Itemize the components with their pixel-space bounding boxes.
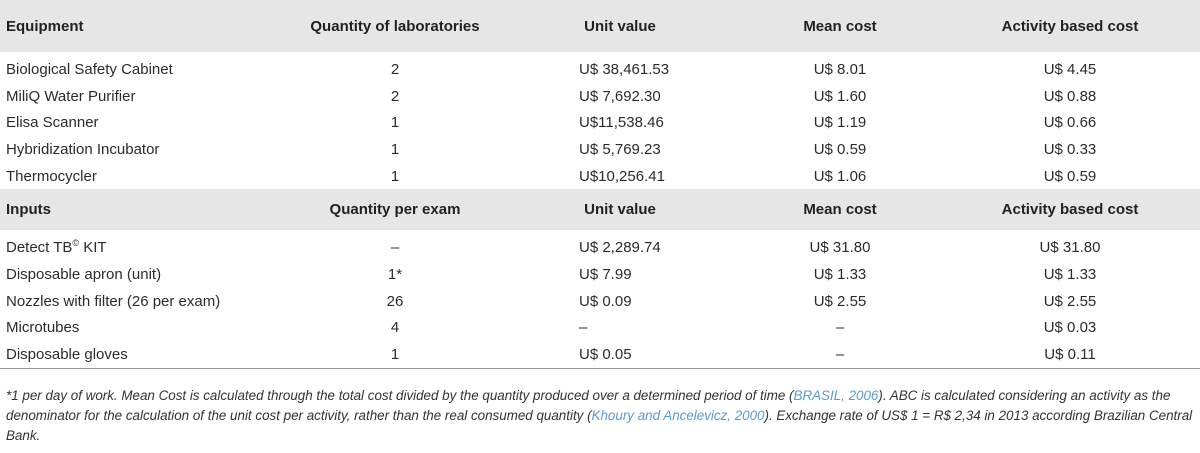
header-quantity-per-exam: Quantity per exam [329, 201, 461, 219]
cell-abc: U$ 0.11 [940, 341, 1200, 370]
cell-name: Nozzles with filter (26 per exam) [0, 287, 290, 315]
cell-mean: – [740, 341, 940, 370]
table-row: Thermocycler 1 U$10,256.41 U$ 1.06 U$ 0.… [0, 162, 1200, 190]
table-row: Hybridization Incubator 1 U$ 5,769.23 U$… [0, 136, 1200, 163]
cell-name: Disposable apron (unit) [0, 261, 290, 288]
cell-abc: U$ 2.55 [940, 287, 1200, 315]
cell-abc: U$ 4.45 [940, 52, 1200, 83]
table-row: MiliQ Water Purifier 2 U$ 7,692.30 U$ 1.… [0, 82, 1200, 110]
cell-unit: U$ 0.09 [500, 287, 740, 315]
cell-unit: – [500, 314, 740, 342]
cell-mean: U$ 2.55 [740, 287, 940, 315]
copyright-mark: © [72, 238, 80, 249]
table-row: Detect TB© KIT – U$ 2,289.74 U$ 31.80 U$… [0, 230, 1200, 262]
cell-name-text: Detect TB [6, 239, 73, 257]
cell-qty: 1 [290, 109, 500, 137]
footnote-text-3: ). Exchange rate of US$ 1 = R$ 2,34 in 2… [6, 408, 1193, 443]
cell-name: Detect TB© KIT [0, 230, 290, 262]
cell-name: Thermocycler [0, 162, 290, 190]
cell-name: MiliQ Water Purifier [0, 82, 290, 110]
citation-link-khoury-2000[interactable]: Khoury and Ancelevicz, 2000 [591, 408, 765, 423]
cell-abc: U$ 31.80 [940, 230, 1200, 262]
cell-qty: 1* [290, 261, 500, 288]
cell-qty: 26 [290, 287, 500, 315]
table-row: Elisa Scanner 1 U$11,538.46 U$ 1.19 U$ 0… [0, 109, 1200, 137]
cell-mean: U$ 1.19 [740, 109, 940, 137]
cell-name-suffix: KIT [79, 239, 107, 257]
cell-abc: U$ 1.33 [940, 261, 1200, 288]
cell-name: Hybridization Incubator [0, 136, 290, 163]
header-mean-cost: Mean cost [803, 17, 877, 35]
cost-table: Equipment Quantity of laboratories Unit … [0, 0, 1200, 370]
footnote-text-1: *1 per day of work. Mean Cost is calcula… [6, 388, 794, 403]
table-row: Disposable gloves 1 U$ 0.05 – U$ 0.11 [0, 341, 1200, 370]
cell-unit: U$ 5,769.23 [500, 136, 740, 163]
cell-qty: 2 [290, 82, 500, 110]
cell-name: Microtubes [0, 314, 290, 342]
cell-qty: 4 [290, 314, 500, 342]
cell-unit: U$10,256.41 [500, 162, 740, 190]
header-activity-based-cost: Activity based cost [1001, 201, 1139, 219]
table-row: Microtubes 4 – – U$ 0.03 [0, 314, 1200, 342]
cell-abc: U$ 0.88 [940, 82, 1200, 110]
cell-qty: 1 [290, 341, 500, 370]
cell-qty: 1 [290, 162, 500, 190]
cell-name: Disposable gloves [0, 341, 290, 370]
cell-abc: U$ 0.66 [940, 109, 1200, 137]
cell-unit: U$ 38,461.53 [500, 52, 740, 83]
cell-abc: U$ 0.03 [940, 314, 1200, 342]
table-row: Disposable apron (unit) 1* U$ 7.99 U$ 1.… [0, 261, 1200, 288]
inputs-header-row: Inputs Quantity per exam Unit value Mean… [0, 189, 1200, 231]
equipment-header-row: Equipment Quantity of laboratories Unit … [0, 0, 1200, 52]
cell-abc: U$ 0.33 [940, 136, 1200, 163]
citation-link-brasil-2006[interactable]: BRASIL, 2006 [793, 388, 879, 403]
table-row: Biological Safety Cabinet 2 U$ 38,461.53… [0, 52, 1200, 83]
cell-mean: U$ 1.60 [740, 82, 940, 110]
cell-qty: 2 [290, 52, 500, 83]
header-unit-value: Unit value [584, 201, 656, 219]
cell-unit: U$ 0.05 [500, 341, 740, 370]
cell-unit: U$ 2,289.74 [500, 230, 740, 262]
header-activity-based-cost: Activity based cost [1001, 17, 1139, 35]
cell-qty: 1 [290, 136, 500, 163]
header-mean-cost: Mean cost [803, 201, 877, 219]
cell-unit: U$11,538.46 [500, 109, 740, 137]
table-footnote: *1 per day of work. Mean Cost is calcula… [6, 386, 1194, 446]
footnote-text-2: ). ABC is calculated considering an acti… [6, 388, 1171, 423]
cell-name: Biological Safety Cabinet [0, 52, 290, 83]
cell-mean: U$ 8.01 [740, 52, 940, 83]
cell-unit: U$ 7,692.30 [500, 82, 740, 110]
cell-unit: U$ 7.99 [500, 261, 740, 288]
header-inputs: Inputs [6, 201, 51, 219]
table-row: Nozzles with filter (26 per exam) 26 U$ … [0, 287, 1200, 315]
header-unit-value: Unit value [584, 17, 656, 35]
cell-name: Elisa Scanner [0, 109, 290, 137]
header-quantity-of-laboratories: Quantity of laboratories [310, 17, 480, 35]
cell-qty: – [290, 230, 500, 262]
cell-mean: U$ 31.80 [740, 230, 940, 262]
cell-mean: U$ 1.33 [740, 261, 940, 288]
cell-mean: – [740, 314, 940, 342]
cell-abc: U$ 0.59 [940, 162, 1200, 190]
cell-mean: U$ 0.59 [740, 136, 940, 163]
header-equipment: Equipment [6, 17, 84, 35]
cell-mean: U$ 1.06 [740, 162, 940, 190]
